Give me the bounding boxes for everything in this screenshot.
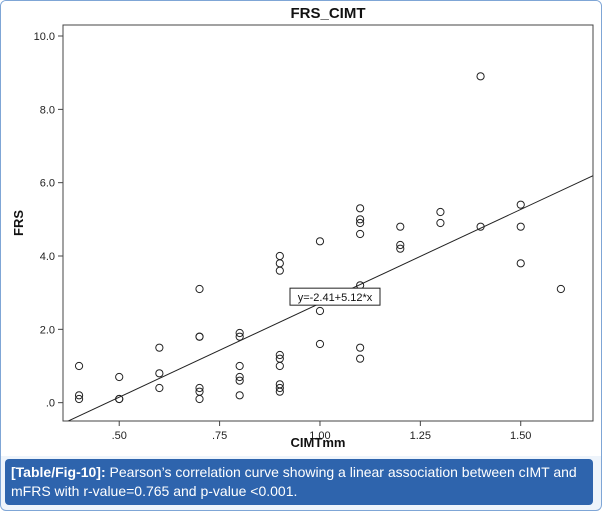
data-point [235, 372, 244, 382]
data-point [155, 343, 164, 352]
fit-equation-box [289, 287, 381, 306]
data-point [115, 394, 124, 404]
x-axis-label: CIMTmm [291, 435, 346, 450]
x-tick-label: 1.00 [309, 430, 330, 442]
data-point [396, 244, 405, 253]
data-point [235, 361, 244, 371]
data-point [275, 383, 284, 393]
data-point [115, 372, 124, 382]
data-point [315, 339, 325, 349]
data-point [235, 391, 244, 400]
data-point [275, 350, 284, 360]
x-tick-label: .75 [212, 430, 227, 442]
data-point [74, 361, 84, 371]
data-point [155, 383, 164, 393]
y-tick-label: 10.0 [34, 31, 55, 43]
y-axis-label: FRS [11, 210, 26, 236]
data-point [516, 222, 525, 231]
y-tick-label: 4.0 [40, 251, 55, 263]
fit-equation-label: y=-2.41+5.12*x [298, 292, 373, 304]
data-point [235, 376, 244, 385]
data-point [155, 369, 164, 378]
y-tick-label: 6.0 [40, 178, 55, 190]
y-tick-label: 2.0 [40, 324, 55, 336]
data-point [74, 391, 84, 400]
data-point [556, 284, 565, 294]
data-point [516, 200, 525, 209]
data-point [356, 218, 365, 228]
figure-caption: [Table/Fig-10]: Pearson’s correlation cu… [5, 459, 593, 505]
chart-area: FRS_CIMT .0 2.0 4.0 6.0 8.0 10.0 .50 .75 1.00 1.25… [1, 1, 601, 456]
x-tick-label: .50 [112, 430, 127, 442]
data-point [275, 387, 284, 396]
data-point [74, 394, 84, 404]
data-point [315, 237, 325, 246]
data-point [235, 332, 244, 341]
data-point [396, 240, 405, 250]
data-point [275, 259, 284, 268]
y-tick-label: .0 [46, 398, 55, 410]
data-point [315, 306, 325, 316]
data-point [195, 284, 204, 294]
data-point [356, 215, 365, 224]
chart-title: FRS_CIMT [291, 5, 366, 22]
x-tick-label: 1.50 [510, 430, 531, 442]
y-tick-label: 8.0 [40, 104, 55, 116]
data-point [195, 332, 204, 341]
data-point [436, 207, 445, 217]
caption-label: [Table/Fig-10]: [11, 464, 106, 480]
data-point [275, 361, 284, 371]
data-point [275, 266, 284, 275]
data-point [356, 204, 365, 213]
data-point [356, 343, 365, 352]
caption-text: Pearson’s correlation curve showing a li… [11, 464, 577, 499]
data-point [396, 222, 405, 231]
data-point [476, 222, 485, 231]
data-point [195, 394, 204, 404]
data-point [516, 259, 525, 268]
data-point [476, 72, 485, 81]
data-point [356, 229, 365, 239]
x-tick-label: 1.25 [410, 430, 431, 442]
data-point [436, 218, 445, 228]
data-point [195, 383, 204, 393]
plot-frame [62, 24, 594, 422]
data-point [235, 328, 244, 338]
data-point [356, 354, 365, 363]
scatter-chart: FRS_CIMT .0 2.0 4.0 6.0 8.0 10.0 .50 .75 1.00 1.25… [11, 5, 594, 450]
data-point [275, 251, 284, 261]
